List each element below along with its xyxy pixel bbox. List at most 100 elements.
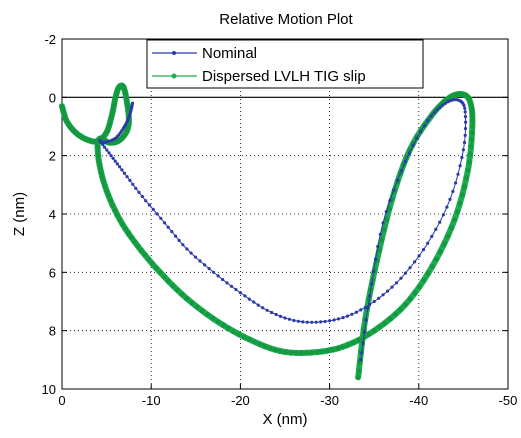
nominal-point <box>422 124 426 128</box>
nominal-point <box>345 314 349 318</box>
nominal-point <box>319 320 323 324</box>
y-axis-title: Z (nm) <box>11 192 28 236</box>
dispersed-point <box>376 247 382 254</box>
dispersed-point <box>215 319 221 325</box>
nominal-point <box>234 287 238 292</box>
nominal-point <box>278 314 283 318</box>
dispersed-point <box>142 252 148 258</box>
nominal-point <box>415 136 419 140</box>
nominal-point <box>140 194 144 199</box>
dispersed-point <box>125 230 131 236</box>
nominal-point <box>438 220 442 224</box>
dispersed-point <box>246 336 252 342</box>
nominal-point <box>354 310 358 314</box>
dispersed-point <box>138 247 144 254</box>
nominal-point <box>441 103 445 107</box>
dispersed-point <box>425 270 431 277</box>
dispersed-point <box>468 144 474 150</box>
dispersed-point <box>145 256 151 262</box>
nominal-point <box>390 285 394 289</box>
nominal-point <box>243 294 247 298</box>
nominal-point <box>203 263 207 267</box>
dispersed-point <box>131 239 138 245</box>
dispersed-point <box>298 350 304 356</box>
nominal-point <box>225 281 229 285</box>
dispersed-point <box>469 129 475 136</box>
nominal-point <box>463 110 467 114</box>
dispersed-point <box>457 200 463 206</box>
dispersed-point <box>153 265 159 271</box>
dispersed-point <box>112 207 118 213</box>
dispersed-point <box>437 249 443 255</box>
nominal-point <box>144 199 148 203</box>
dispersed-point <box>454 209 460 215</box>
dispersed-point <box>309 349 315 356</box>
dispersed-point <box>335 345 341 351</box>
legend-box <box>146 39 424 89</box>
dispersed-point <box>105 192 111 198</box>
nominal-point <box>137 190 141 194</box>
nominal-point <box>198 259 202 263</box>
dispersed-point <box>324 348 330 354</box>
y-tick-label: 10 <box>42 382 56 397</box>
nominal-point <box>388 199 392 203</box>
dispersed-point <box>149 261 155 267</box>
nominal-point <box>408 266 412 270</box>
nominal-point <box>274 312 278 317</box>
nominal-point <box>366 306 370 310</box>
dispersed-point <box>95 154 101 160</box>
nominal-point <box>151 207 155 211</box>
nominal-point <box>463 126 468 131</box>
nominal-point <box>462 140 467 145</box>
nominal-point <box>445 205 449 209</box>
nominal-point <box>394 281 399 285</box>
dispersed-point <box>225 325 232 331</box>
nominal-point <box>256 303 260 307</box>
dispersed-point <box>429 263 435 270</box>
dispersed-point <box>96 161 103 167</box>
nominal-point <box>229 284 234 288</box>
dispersed-point <box>170 283 176 289</box>
nominal-point <box>283 316 287 320</box>
dispersed-point <box>97 165 103 171</box>
nominal-point <box>441 213 445 217</box>
dispersed-point <box>184 296 190 302</box>
dispersed-point <box>416 284 422 290</box>
nominal-point <box>336 317 341 321</box>
nominal-point <box>451 98 455 102</box>
y-tick-label: 4 <box>49 207 56 222</box>
nominal-point <box>261 306 265 310</box>
nominal-point <box>438 105 442 109</box>
chart-title: Relative Motion Plot <box>219 11 353 28</box>
dispersed-point <box>231 328 237 334</box>
dispersed-point <box>355 374 361 380</box>
nominal-point <box>432 111 436 115</box>
nominal-point <box>155 212 159 216</box>
dispersed-point <box>135 243 141 249</box>
nominal-point <box>350 312 354 316</box>
nominal-point <box>426 119 430 123</box>
dispersed-point <box>463 175 469 181</box>
nominal-point <box>107 151 111 155</box>
dispersed-point <box>314 349 320 355</box>
nominal-point <box>451 189 455 193</box>
nominal-point <box>421 248 426 252</box>
dispersed-point <box>189 300 195 306</box>
dispersed-point <box>174 287 181 293</box>
nominal-point <box>113 159 117 163</box>
dispersed-point <box>461 183 467 190</box>
legend-label-dispersed: Dispersed LVLH TIG slip <box>202 68 366 85</box>
nominal-point <box>305 320 309 324</box>
dispersed-point <box>199 308 205 314</box>
nominal-point <box>332 318 336 322</box>
dispersed-point <box>448 225 454 231</box>
nominal-point <box>147 203 151 207</box>
nominal-point <box>111 156 115 160</box>
dispersed-point <box>371 328 377 334</box>
nominal-point <box>384 210 388 214</box>
nominal-point <box>323 319 327 324</box>
y-tick-label: 8 <box>49 324 56 339</box>
y-tick-label: 0 <box>49 90 56 105</box>
